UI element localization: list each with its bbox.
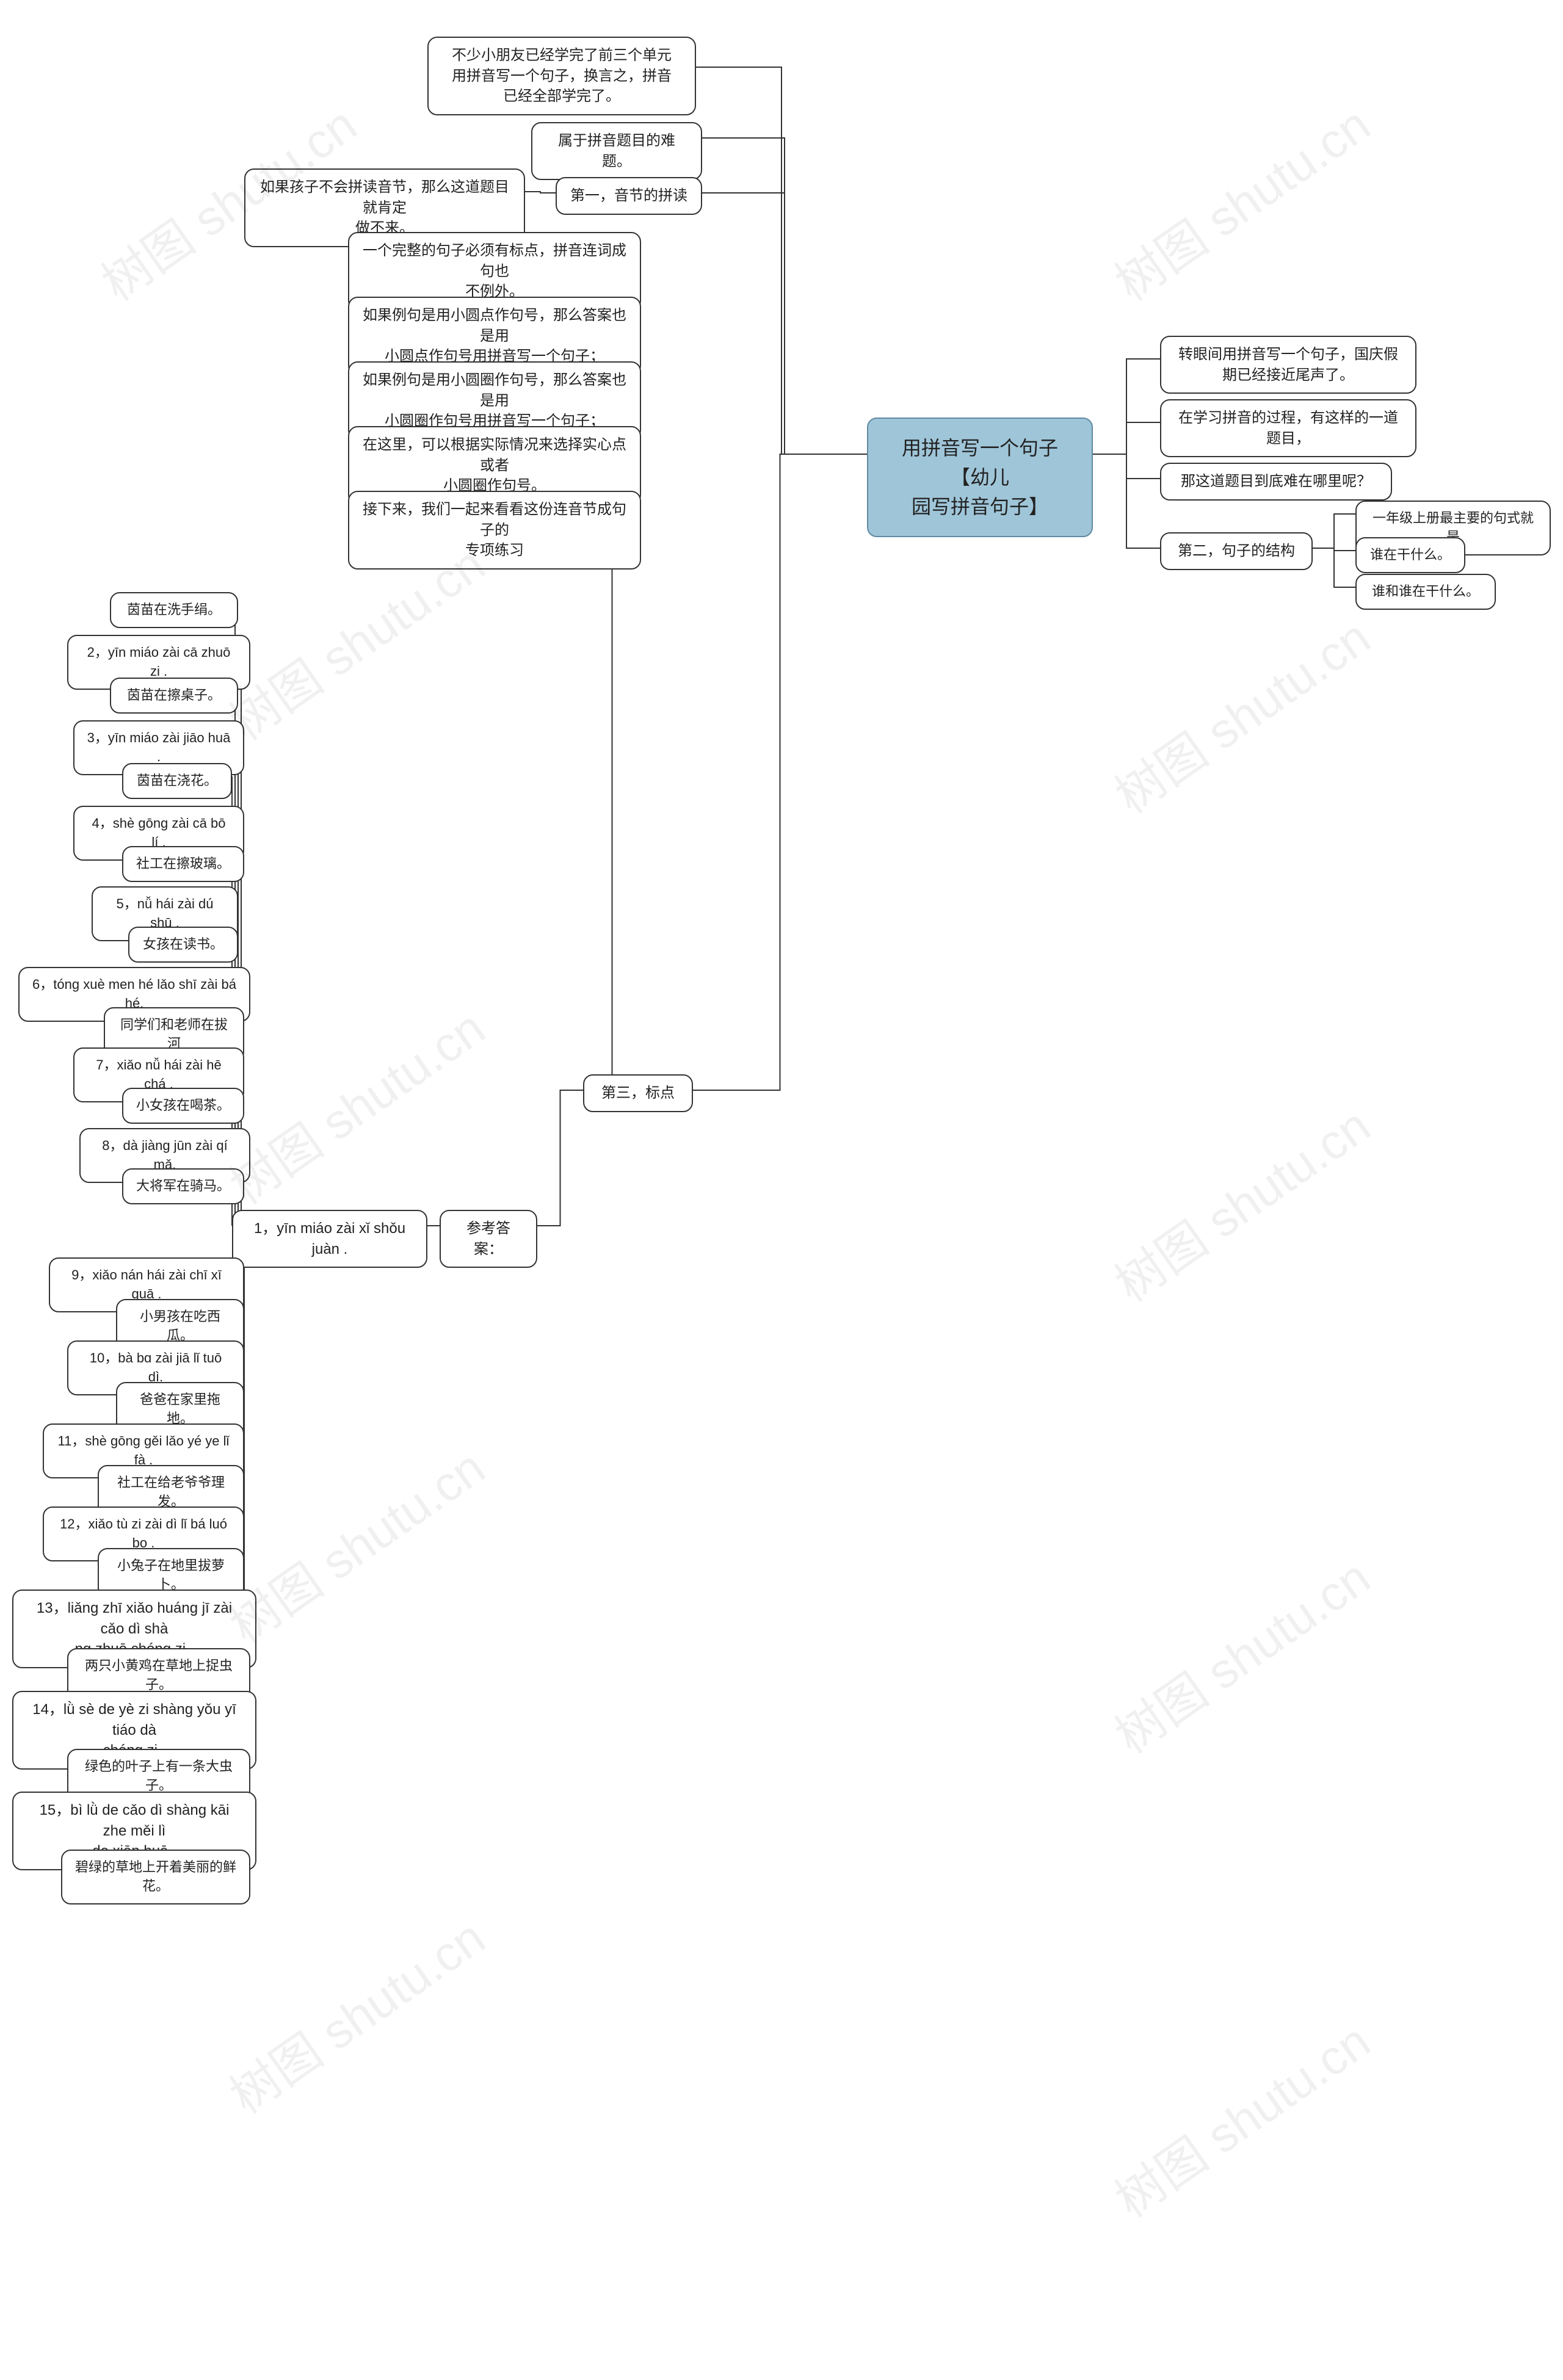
watermark: 树图 shutu.cn [214,1900,497,2127]
mindmap-node: 茵苗在洗手绢。 [110,592,238,628]
watermark: 树图 shutu.cn [1099,1088,1382,1315]
mindmap-node: 接下来，我们一起来看看这份连音节成句子的专项练习 [348,491,641,570]
mindmap-node: 那这道题目到底难在哪里呢？ [1160,463,1392,501]
mindmap-node: 大将军在骑马。 [122,1168,244,1204]
mindmap-node: 第三，标点 [583,1074,693,1112]
mindmap-node: 参考答案： [440,1210,537,1268]
watermark: 树图 shutu.cn [1099,1539,1382,1767]
mindmap-node: 1，yīn miáo zài xǐ shǒu juàn . [232,1210,427,1268]
mindmap-node: 用拼音写一个句子【幼儿园写拼音句子】 [867,418,1093,537]
mindmap-node: 茵苗在擦桌子。 [110,678,238,714]
mindmap-node: 在学习拼音的过程，有这样的一道题目， [1160,399,1416,457]
mindmap-node: 谁在干什么。 [1355,537,1465,573]
mindmap-node: 碧绿的草地上开着美丽的鲜花。 [61,1850,250,1904]
watermark: 树图 shutu.cn [1099,2003,1382,2231]
mindmap-node: 第一，音节的拼读 [556,177,702,215]
watermark: 树图 shutu.cn [1099,87,1382,314]
mindmap-node: 谁和谁在干什么。 [1355,574,1496,610]
mindmap-node: 小女孩在喝茶。 [122,1088,244,1124]
mindmap-node: 第二，句子的结构 [1160,532,1313,570]
mindmap-node: 茵苗在浇花。 [122,763,232,799]
watermark: 树图 shutu.cn [214,990,497,1218]
watermark: 树图 shutu.cn [1099,599,1382,827]
mindmap-node: 属于拼音题目的难题。 [531,122,702,180]
mindmap-node: 社工在擦玻璃。 [122,846,244,882]
mindmap-node: 不少小朋友已经学完了前三个单元用拼音写一个句子，换言之，拼音已经全部学完了。 [427,37,696,115]
mindmap-node: 女孩在读书。 [128,927,238,963]
mindmap-node: 转眼间用拼音写一个句子，国庆假期已经接近尾声了。 [1160,336,1416,394]
